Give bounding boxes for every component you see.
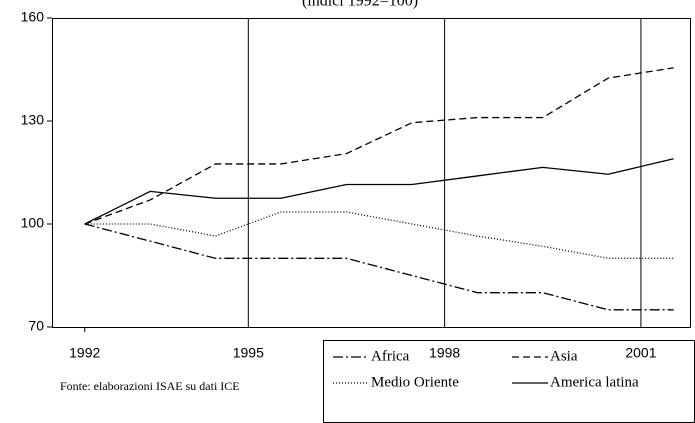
x-tick-label: 1998 [429, 345, 460, 361]
series-line [84, 158, 674, 225]
series-line [84, 67, 674, 225]
y-tick-label: 100 [21, 215, 45, 231]
series-line [84, 211, 674, 259]
chart-title: (indici 1992=100) [302, 0, 418, 10]
series-line [84, 223, 674, 311]
y-tick-label: 70 [28, 318, 44, 334]
legend-label: Africa [371, 348, 410, 364]
x-tick-label: 1995 [233, 345, 264, 361]
legend-label: Medio Oriente [371, 374, 459, 390]
source-note: Fonte: elaborazioni ISAE su dati ICE [60, 379, 240, 393]
legend-label: America latina [550, 374, 639, 390]
legend-label: Asia [550, 348, 578, 364]
plot-frame [52, 18, 691, 328]
y-tick-label: 160 [21, 9, 45, 25]
y-tick-label: 130 [21, 112, 45, 128]
x-tick-label: 1992 [69, 345, 100, 361]
x-tick-label: 2001 [625, 345, 656, 361]
